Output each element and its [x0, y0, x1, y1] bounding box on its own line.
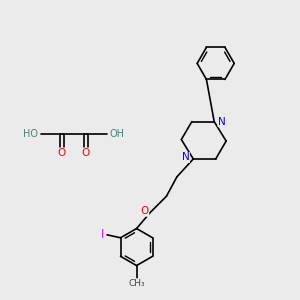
- Text: N: N: [182, 152, 189, 163]
- Text: OH: OH: [110, 129, 125, 139]
- Text: CH₃: CH₃: [128, 279, 145, 288]
- Text: N: N: [218, 117, 226, 127]
- Text: O: O: [82, 148, 90, 158]
- Text: O: O: [58, 148, 66, 158]
- Text: HO: HO: [23, 129, 38, 139]
- Text: O: O: [140, 206, 149, 216]
- Text: I: I: [101, 228, 104, 241]
